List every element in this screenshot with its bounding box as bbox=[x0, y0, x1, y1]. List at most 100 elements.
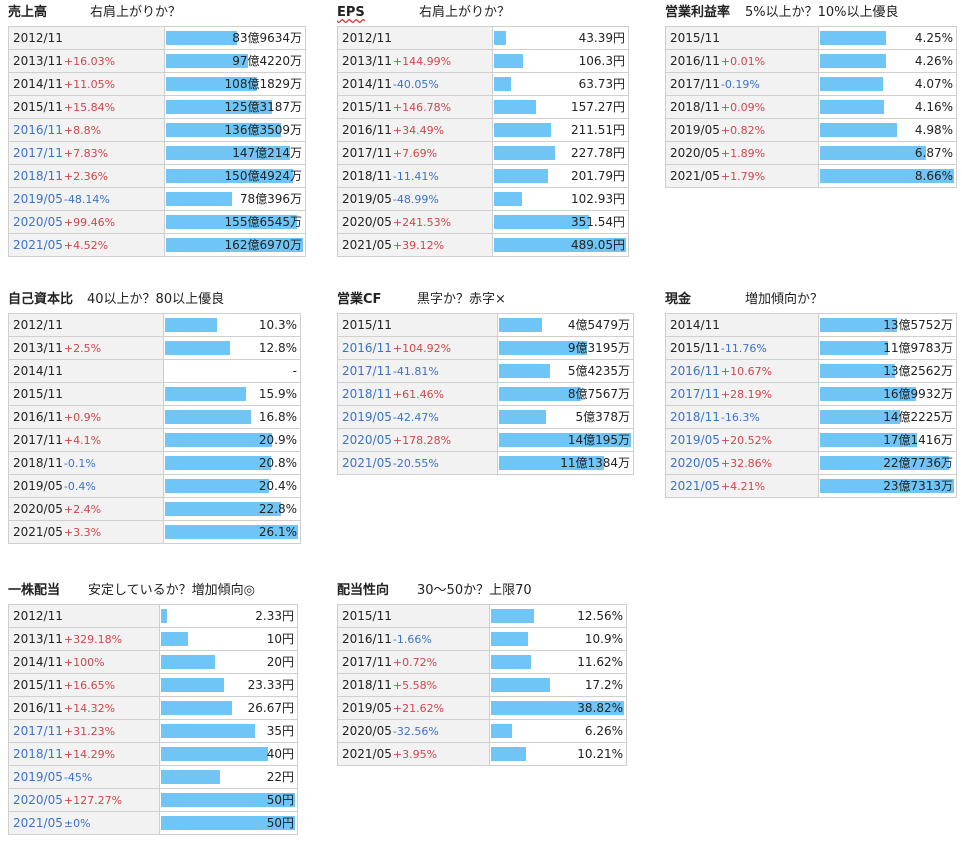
row-label: 2015/11+15.84% bbox=[9, 96, 165, 118]
row-change: +1.89% bbox=[720, 147, 766, 160]
row-year: 2021/05 bbox=[342, 747, 392, 761]
table-row: 2014/11 13億5752万 bbox=[666, 314, 956, 337]
data-bar bbox=[491, 678, 550, 692]
row-label: 2016/11+104.92% bbox=[338, 337, 498, 359]
row-label: 2015/11-11.76% bbox=[666, 337, 819, 359]
row-year: 2013/11 bbox=[13, 54, 63, 68]
table-row: 2018/11+0.09% 4.16% bbox=[666, 96, 956, 119]
data-bar bbox=[820, 479, 954, 493]
table-row: 2019/05-0.4% 20.4% bbox=[9, 475, 300, 498]
row-label: 2014/11 bbox=[666, 314, 819, 336]
row-change: +0.09% bbox=[720, 101, 766, 114]
row-label: 2020/05+32.86% bbox=[666, 452, 819, 474]
table-row: 2017/11+7.83% 147億214万 bbox=[9, 142, 305, 165]
bar-cell: 13億2562万 bbox=[819, 360, 956, 382]
row-value: 15.9% bbox=[258, 387, 297, 401]
row-label: 2018/11+5.58% bbox=[338, 674, 490, 696]
table-row: 2014/11+11.05% 108億1829万 bbox=[9, 73, 305, 96]
table-row: 2016/11+10.67% 13億2562万 bbox=[666, 360, 956, 383]
row-year: 2015/11 bbox=[13, 100, 63, 114]
row-label: 2012/11 bbox=[9, 314, 164, 336]
panel-title: EPS 右肩上がりか？ bbox=[337, 4, 510, 22]
table-row: 2019/05+20.52% 17億1416万 bbox=[666, 429, 956, 452]
row-year: 2014/11 bbox=[13, 77, 63, 91]
bar-cell: 10.9% bbox=[490, 628, 626, 650]
row-value: 20円 bbox=[266, 655, 294, 669]
row-value: 150億4924万 bbox=[224, 169, 302, 183]
bar-cell: 20.4% bbox=[164, 475, 300, 497]
bar-cell: 155億6545万 bbox=[165, 211, 305, 233]
bar-cell: 22億7736万 bbox=[819, 452, 956, 474]
row-value: 63.73円 bbox=[578, 77, 625, 91]
row-label: 2017/11+7.83% bbox=[9, 142, 165, 164]
row-value: 106.3円 bbox=[578, 54, 625, 68]
table-row: 2013/11+2.5% 12.8% bbox=[9, 337, 300, 360]
row-year: 2016/11 bbox=[13, 701, 63, 715]
panel-subtitle: 右肩上がりか？ bbox=[90, 5, 182, 20]
row-change: -0.1% bbox=[63, 457, 96, 470]
table-row: 2012/11 43.39円 bbox=[338, 27, 628, 50]
row-value: 20.8% bbox=[258, 456, 297, 470]
table-row: 2017/11+4.1% 20.9% bbox=[9, 429, 300, 452]
row-label: 2014/11+11.05% bbox=[9, 73, 165, 95]
row-change: +11.05% bbox=[63, 78, 116, 91]
row-value: 78億396万 bbox=[239, 192, 302, 206]
row-change: -40.05% bbox=[392, 78, 439, 91]
panel-title-text: 現金 bbox=[665, 292, 692, 307]
row-year: 2013/11 bbox=[13, 341, 63, 355]
row-value: 4.98% bbox=[914, 123, 953, 137]
data-bar bbox=[166, 215, 297, 229]
bar-cell: 162億6970万 bbox=[165, 234, 305, 256]
bar-cell: 227.78円 bbox=[493, 142, 628, 164]
row-change: +2.5% bbox=[63, 342, 102, 355]
row-year: 2021/05 bbox=[670, 479, 720, 493]
bar-cell: 6.26% bbox=[490, 720, 626, 742]
table-row: 2017/11+7.69% 227.78円 bbox=[338, 142, 628, 165]
row-label: 2017/11+4.1% bbox=[9, 429, 164, 451]
bar-cell: 12.8% bbox=[164, 337, 300, 359]
bar-cell: 106.3円 bbox=[493, 50, 628, 72]
bar-cell: 13億5752万 bbox=[819, 314, 956, 336]
panel-title: 売上高 右肩上がりか？ bbox=[8, 4, 181, 22]
row-label: 2015/11 bbox=[666, 27, 819, 49]
panel-subtitle: 増加傾向か？ bbox=[745, 292, 824, 307]
bar-cell: 23.33円 bbox=[160, 674, 297, 696]
row-change: +16.65% bbox=[63, 679, 116, 692]
row-year: 2014/11 bbox=[13, 655, 63, 669]
row-year: 2018/11 bbox=[13, 169, 63, 183]
bar-cell: 26.1% bbox=[164, 521, 300, 543]
row-year: 2020/05 bbox=[670, 456, 720, 470]
row-value: 4.25% bbox=[914, 31, 953, 45]
row-label: 2018/11+2.36% bbox=[9, 165, 165, 187]
data-table: 2015/11 4.25% 2016/11+0.01% 4.26% 2017/11-0.… bbox=[665, 26, 957, 188]
row-change: +32.86% bbox=[720, 457, 773, 470]
table-row: 2012/11 2.33円 bbox=[9, 605, 297, 628]
data-bar bbox=[166, 100, 272, 114]
data-table: 2015/11 4億5479万 2016/11+104.92% 9億3195万 2017… bbox=[337, 313, 634, 475]
row-value: 4億5479万 bbox=[567, 318, 630, 332]
row-value: 12.56% bbox=[577, 609, 623, 623]
bar-cell: 50円 bbox=[160, 789, 297, 811]
row-year: 2014/11 bbox=[13, 364, 63, 378]
row-year: 2021/05 bbox=[342, 238, 392, 252]
row-year: 2015/11 bbox=[13, 678, 63, 692]
row-value: 9億3195万 bbox=[567, 341, 630, 355]
table-row: 2020/05+241.53% 351.54円 bbox=[338, 211, 628, 234]
row-year: 2020/05 bbox=[13, 502, 63, 516]
data-bar bbox=[499, 433, 631, 447]
table-row: 2013/11+144.99% 106.3円 bbox=[338, 50, 628, 73]
table-row: 2014/11-40.05% 63.73円 bbox=[338, 73, 628, 96]
row-label: 2019/05-42.47% bbox=[338, 406, 498, 428]
row-label: 2021/05+3.3% bbox=[9, 521, 164, 543]
table-row: 2020/05+32.86% 22億7736万 bbox=[666, 452, 956, 475]
row-change: +4.52% bbox=[63, 239, 109, 252]
row-change: +10.67% bbox=[720, 365, 773, 378]
bar-cell: 136億3509万 bbox=[165, 119, 305, 141]
row-change: +28.19% bbox=[720, 388, 773, 401]
row-label: 2019/05-48.99% bbox=[338, 188, 493, 210]
row-year: 2012/11 bbox=[13, 318, 63, 332]
row-value: 20.4% bbox=[258, 479, 297, 493]
row-change: -41.81% bbox=[392, 365, 439, 378]
bar-cell: 150億4924万 bbox=[165, 165, 305, 187]
data-bar bbox=[820, 31, 886, 45]
